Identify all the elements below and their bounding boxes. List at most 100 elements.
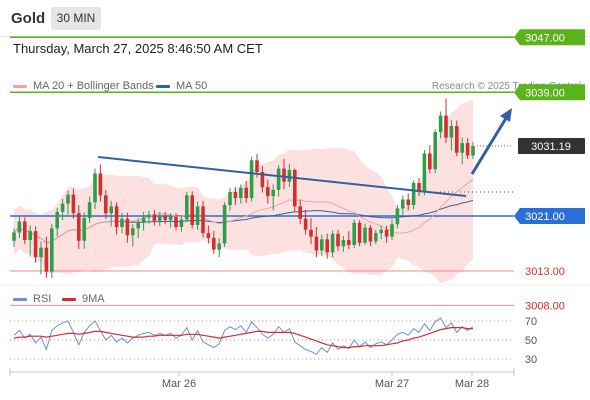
candle-body — [390, 224, 394, 237]
candle-body — [406, 199, 410, 205]
candle-body — [201, 206, 205, 234]
candle-body — [174, 216, 178, 227]
candle-body — [255, 160, 259, 172]
timestamp: Thursday, March 27, 2025 8:46:50 AM CET — [13, 41, 263, 56]
candle-body — [417, 183, 421, 192]
x-tick-label-0: Mar 26 — [162, 378, 196, 390]
candle-body — [141, 217, 146, 223]
candle-body — [433, 132, 437, 170]
candle-body — [379, 229, 383, 234]
candle-body — [287, 169, 292, 182]
x-tick-label-1: Mar 27 — [375, 378, 409, 390]
trendline — [97, 156, 467, 197]
legend-rsi-ma: 9MA — [62, 293, 105, 305]
candle-body — [44, 247, 49, 272]
candle-body — [228, 191, 232, 205]
candle-body — [190, 195, 194, 225]
candle-body — [23, 221, 27, 241]
candle-body — [460, 143, 464, 153]
legend-rsi: RSI — [13, 293, 51, 305]
rsi-line — [13, 317, 474, 355]
candle-body — [303, 218, 308, 230]
candle-body — [465, 143, 470, 156]
candle-body — [368, 227, 373, 242]
candle-body — [293, 169, 297, 207]
level-label-3: 3021.00 — [525, 211, 565, 223]
legend-ma-bollinger-label: MA 20 + Bollinger Bands — [33, 80, 154, 92]
candle-body — [384, 229, 389, 237]
candle-body — [185, 195, 189, 220]
candle-body — [428, 153, 432, 170]
ma20-line — [13, 178, 474, 244]
last-price-tag — [518, 137, 585, 154]
candle-body — [249, 160, 254, 199]
legend-rsi-ma-label: 9MA — [82, 293, 105, 305]
candle-body — [395, 208, 400, 225]
legend-rsi-label: RSI — [33, 293, 52, 305]
bollinger-bands — [14, 99, 473, 284]
candle-body — [114, 206, 119, 227]
rsi-tick-2: 30 — [525, 354, 537, 366]
candle-body — [217, 243, 221, 250]
candle-body — [320, 239, 324, 251]
candle-body — [233, 191, 238, 199]
candle-body — [98, 173, 103, 196]
candle-body — [195, 206, 200, 225]
rsi-ma-swatch — [62, 297, 76, 301]
candle-body — [282, 168, 286, 182]
candle-body — [136, 222, 140, 229]
candle-body — [179, 219, 184, 227]
candle-body — [244, 187, 248, 199]
top-bar: Gold 30 MIN — [0, 0, 590, 36]
candle-body — [109, 206, 113, 214]
candle-body — [60, 203, 65, 212]
candle-body — [325, 239, 329, 253]
ma50-swatch — [156, 84, 170, 88]
candle-body — [363, 227, 367, 243]
candle-body — [222, 205, 227, 244]
candle-body — [33, 231, 38, 258]
candle-body — [120, 218, 124, 227]
candle-body — [82, 218, 86, 241]
candle-body — [438, 115, 443, 133]
candle-body — [212, 238, 216, 250]
candle-body — [55, 211, 59, 229]
projection-arrow-shaft — [470, 114, 510, 175]
candle-body — [411, 183, 416, 205]
candle-body — [401, 199, 405, 209]
level-label-1: 3039.00 — [525, 87, 565, 99]
candle-body — [276, 168, 281, 190]
rsi-tick-0: 70 — [525, 316, 537, 328]
candle-body — [163, 216, 167, 221]
candle-body — [28, 231, 32, 241]
timeframe-button[interactable]: 30 MIN — [51, 7, 101, 30]
level-label-0: 3047.00 — [525, 32, 565, 44]
x-tick-label-2: Mar 28 — [455, 378, 489, 390]
level-tag-0 — [514, 29, 585, 46]
candle-body — [125, 218, 130, 236]
level-tag-3 — [514, 208, 585, 224]
candle-body — [104, 195, 108, 214]
candle-body — [93, 173, 97, 203]
candle-body — [71, 194, 76, 214]
ma-bollinger-swatch — [13, 84, 27, 88]
candle-body — [152, 214, 157, 221]
level-label-4: 3013.00 — [525, 266, 565, 278]
candle-body — [39, 247, 43, 258]
candle-body — [168, 216, 173, 221]
last-price-label: 3031.19 — [531, 141, 571, 153]
candle-body — [158, 216, 162, 221]
candle-body — [298, 206, 302, 219]
candle-body — [17, 221, 22, 233]
candle-body — [352, 222, 356, 245]
copyright: Research © 2025 Trading Central — [431, 81, 581, 92]
level-label-5: 3008.00 — [525, 300, 565, 312]
candle-body — [336, 233, 340, 247]
projection-arrow-head — [500, 108, 512, 122]
candle-body — [314, 236, 319, 251]
candle-body — [422, 153, 427, 192]
candle-body — [206, 233, 211, 238]
candle-body — [12, 232, 16, 241]
candle-body — [330, 233, 335, 253]
